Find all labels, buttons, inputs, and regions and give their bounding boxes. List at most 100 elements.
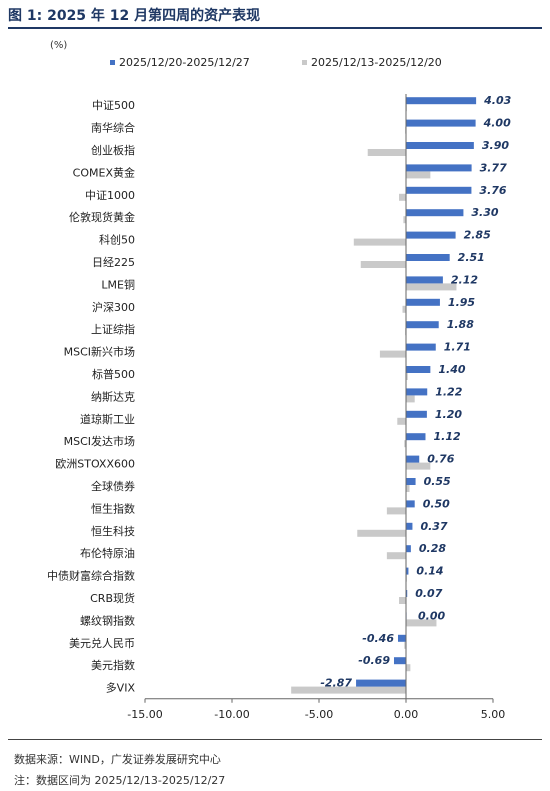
bar-current-period [406, 455, 420, 463]
data-label: 2.85 [464, 229, 491, 242]
category-label: LME铜 [101, 277, 135, 291]
bar-current-period [406, 343, 436, 351]
bar-current-period [406, 545, 411, 553]
bar-current-period [406, 186, 472, 194]
bar-prev-period [386, 552, 406, 560]
data-label: 2.12 [451, 273, 478, 286]
data-label: 4.00 [483, 117, 511, 130]
category-label: 南华综合 [91, 121, 135, 135]
bars: 4.03 4.00 3.90 3.77 3.76 3.30 2.85 2.51 2.12 1.95… [291, 94, 512, 694]
category-label: MSCI发达市场 [64, 434, 135, 448]
data-label: 0.00 [418, 609, 445, 622]
category-label: 标普500 [92, 367, 135, 381]
category-label: 多VIX [106, 681, 136, 695]
x-tick-label: -15.00 [127, 708, 162, 721]
category-label: 日经225 [92, 256, 135, 269]
data-label: 1.88 [447, 318, 474, 331]
category-label: 美元兑人民币 [69, 636, 135, 650]
bar-current-period [406, 321, 439, 329]
bar-prev-period [406, 462, 431, 470]
bar-prev-period [406, 373, 408, 380]
figure-title: 图 1: 2025 年 12 月第四周的资产表现 [8, 8, 261, 24]
category-label: 布伦特原油 [80, 546, 135, 560]
bar-prev-period [367, 149, 406, 156]
category-label: 美元指数 [91, 658, 135, 672]
data-label: 1.20 [435, 408, 462, 421]
bar-prev-period [399, 193, 406, 201]
category-label: 伦敦现货黄金 [69, 210, 135, 224]
category-label: CRB现货 [90, 591, 135, 605]
bar-current-period [406, 478, 416, 485]
legend-swatch-1 [110, 60, 115, 65]
bar-prev-period [404, 440, 406, 448]
bar-prev-period [406, 619, 437, 627]
data-label: 1.95 [448, 296, 475, 309]
bar-current-period [406, 410, 427, 418]
category-label: 道琼斯工业 [80, 412, 135, 426]
footnote: 注：数据区间为 2025/12/13-2025/12/27 [14, 774, 226, 787]
category-label: 恒生科技 [91, 524, 135, 538]
data-label: 0.28 [419, 542, 446, 555]
bar-prev-period [406, 485, 410, 492]
bar-prev-period [379, 350, 406, 358]
category-label: COMEX黄金 [73, 165, 135, 179]
bar-prev-period [386, 507, 406, 515]
data-label: 1.12 [433, 430, 460, 443]
bar-prev-period [399, 597, 406, 604]
category-label: 沪深300 [92, 300, 135, 314]
data-label: -2.87 [320, 677, 352, 690]
bar-prev-period [357, 529, 406, 537]
category-label: 创业板指 [91, 143, 135, 157]
x-tick-label: -10.00 [214, 708, 249, 721]
data-label: 0.37 [420, 520, 447, 533]
bar-current-period [397, 634, 406, 642]
bottom-rule [8, 739, 542, 740]
data-label: 1.71 [444, 341, 471, 354]
category-label: 科创50 [99, 233, 135, 247]
category-label: 恒生指数 [91, 501, 135, 515]
bar-prev-period [406, 283, 457, 291]
title-rule [8, 27, 542, 29]
data-label: 3.30 [471, 206, 498, 219]
category-label: 纳斯达克 [91, 390, 135, 403]
bar-prev-period [406, 664, 411, 672]
bar-prev-period [360, 261, 406, 268]
bar-current-period [406, 97, 477, 105]
category-label: 全球债券 [91, 479, 135, 493]
bar-current-period [406, 142, 474, 149]
category-label: 中证1000 [85, 189, 135, 202]
bar-current-period [406, 522, 413, 530]
legend-label-1: 2025/12/20-2025/12/27 [119, 56, 250, 69]
data-label: 1.40 [438, 363, 465, 376]
data-label: 0.50 [423, 497, 450, 510]
bar-current-period [406, 119, 476, 127]
x-tick-label: 0.00 [394, 708, 419, 721]
bar-prev-period [404, 641, 406, 649]
data-label: 3.90 [482, 139, 509, 152]
unit-label: (%) [50, 40, 67, 51]
data-label: 3.76 [479, 184, 506, 197]
legend-label-2: 2025/12/13-2025/12/20 [311, 56, 442, 69]
bar-current-period [406, 209, 464, 217]
bar-current-period [406, 276, 443, 284]
bar-current-period [406, 388, 428, 396]
bar-prev-period [353, 238, 406, 246]
bar-current-period [356, 679, 406, 687]
data-label: -0.69 [358, 654, 390, 667]
bar-prev-period [291, 686, 406, 694]
data-label: 4.03 [483, 94, 511, 107]
data-label: 3.77 [480, 161, 507, 174]
bar-current-period [406, 298, 440, 306]
data-label: 1.22 [435, 385, 462, 398]
bar-current-period [406, 254, 450, 261]
category-label: 欧洲STOXX600 [55, 458, 135, 471]
data-label: 0.14 [416, 565, 443, 578]
x-tick-label: 5.00 [481, 708, 506, 721]
category-label: 螺纹钢指数 [80, 613, 135, 627]
category-label: MSCI新兴市场 [64, 345, 135, 359]
category-label: 中证500 [92, 99, 135, 112]
bar-prev-period [402, 305, 406, 313]
data-label: 0.55 [424, 475, 451, 488]
bar-current-period [406, 366, 431, 373]
